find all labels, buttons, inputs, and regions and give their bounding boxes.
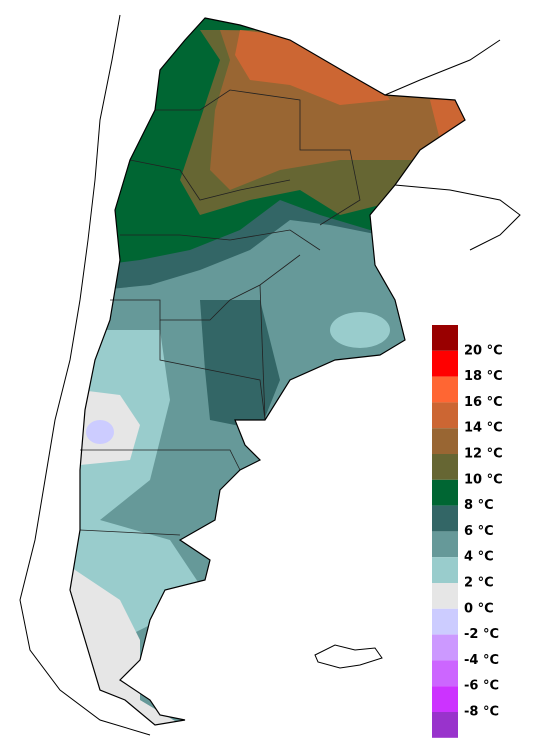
legend-swatch	[432, 634, 458, 661]
legend-label: 6 °C	[464, 524, 494, 539]
band	[86, 420, 114, 444]
legend-label: -6 °C	[464, 679, 499, 694]
legend-swatch	[432, 479, 458, 506]
province-borders	[79, 89, 361, 536]
band	[235, 30, 390, 105]
legend-swatch	[432, 712, 458, 738]
legend-label: 4 °C	[464, 550, 494, 565]
legend-label: 12 °C	[464, 447, 503, 462]
uruguay-outline	[394, 184, 521, 251]
legend-label: 20 °C	[464, 343, 503, 358]
legend-swatch	[432, 402, 458, 429]
band	[200, 300, 280, 430]
legend-label: 2 °C	[464, 576, 494, 591]
legend-swatch	[432, 325, 458, 351]
legend-swatch	[432, 686, 458, 712]
border-line	[384, 39, 501, 96]
legend-label: 10 °C	[464, 472, 503, 487]
legend-swatch	[432, 660, 458, 687]
legend-swatch	[432, 454, 458, 480]
legend-swatch	[432, 583, 458, 609]
legend-label: 18 °C	[464, 369, 503, 384]
legend-swatch	[432, 531, 458, 558]
legend-label: -2 °C	[464, 627, 499, 642]
legend-swatch	[432, 505, 458, 532]
islands	[314, 644, 383, 669]
legend: 20 °C 18 °C 16 °C 14 °C 12 °C 10 °C 8 °C 6 °C 4 …	[432, 325, 503, 738]
legend-swatch	[432, 608, 458, 635]
legend-label: 14 °C	[464, 421, 503, 436]
legend-label: -8 °C	[464, 705, 499, 720]
chile-outline	[19, 14, 151, 736]
legend-swatch	[432, 376, 458, 403]
legend-label: 16 °C	[464, 395, 503, 410]
legend-swatch	[432, 350, 458, 377]
legend-label: -4 °C	[464, 653, 499, 668]
legend-label: 8 °C	[464, 498, 494, 513]
legend-label: 0 °C	[464, 601, 494, 616]
legend-swatch	[432, 428, 458, 454]
band	[330, 312, 390, 348]
legend-swatch	[432, 557, 458, 583]
